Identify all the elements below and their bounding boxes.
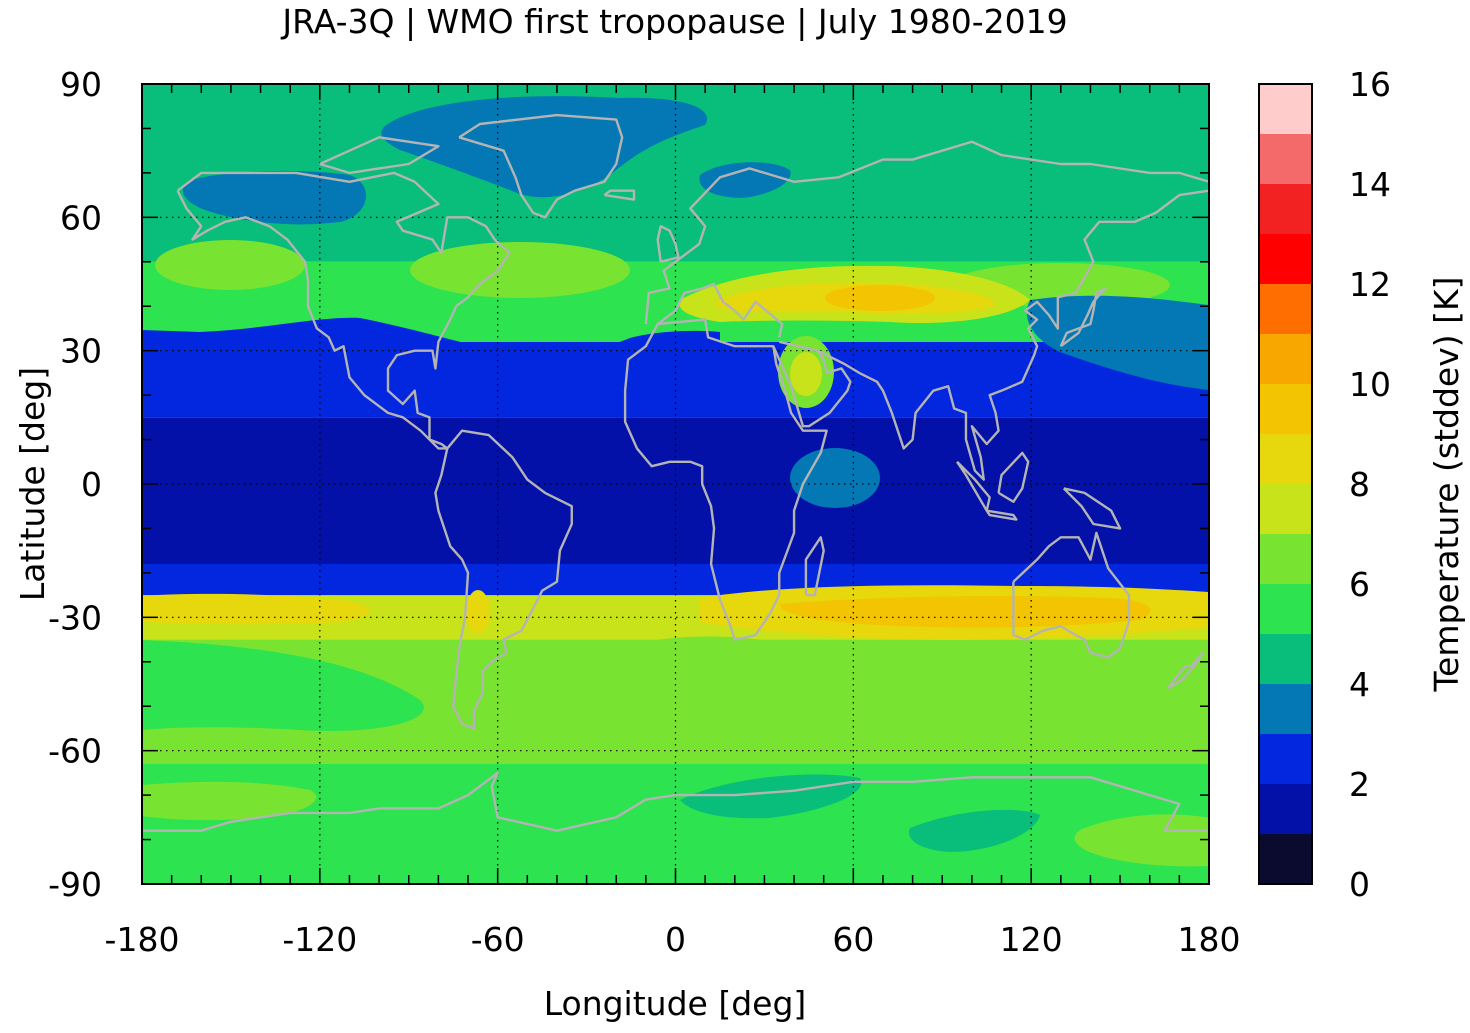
colorbar-tick-label: 8 [1349, 465, 1370, 504]
colorbar-swatch [1259, 634, 1312, 684]
northwest-pacific-low [1026, 295, 1209, 390]
coast-africa [623, 318, 828, 641]
colorbar-swatch [1259, 184, 1312, 234]
coast-madagascar [804, 536, 825, 597]
coast-eurasia [644, 140, 1209, 325]
coast-java [985, 509, 1018, 521]
colorbar-swatch [1259, 284, 1312, 334]
antarctic-minimum-west [680, 774, 862, 819]
plot-frame [141, 83, 1210, 885]
coast-iceland [603, 189, 636, 201]
coast-south-america [434, 429, 573, 730]
colorbar-tick-label: 6 [1349, 565, 1370, 604]
coast-greenland [458, 113, 624, 219]
x-tick-label: 0 [665, 920, 686, 959]
axis-ticks [142, 84, 1209, 884]
coast-australia [1012, 531, 1131, 659]
coast-arctic-islands [319, 136, 440, 175]
coast-new-guinea [1062, 487, 1122, 530]
x-tick-label: 180 [1178, 920, 1241, 959]
colorbar-tick-label: 12 [1349, 265, 1391, 304]
y-tick-label: 90 [60, 65, 102, 104]
x-tick-label: -60 [471, 920, 525, 959]
coast-japan [1059, 287, 1107, 348]
antarctic-pacific-high [142, 781, 317, 821]
colorbar-swatch [1259, 584, 1312, 634]
y-tick-label: 30 [60, 332, 102, 371]
colorbar-tick-label: 14 [1349, 165, 1391, 204]
x-tick-labels: -180 -120 -60 0 60 120 180 [105, 920, 1241, 959]
arabia-core [790, 352, 822, 396]
colorbar [1259, 84, 1312, 884]
coast-north-america [176, 171, 511, 450]
colorbar-label: Temperature (stddev) [K] [1427, 276, 1466, 692]
colorbar-tick-label: 0 [1349, 865, 1370, 904]
x-tick-label: 60 [832, 920, 874, 959]
x-tick-label: 120 [1000, 920, 1063, 959]
colorbar-swatch [1259, 784, 1312, 834]
coast-arabia [772, 340, 852, 428]
y-tick-label: -30 [48, 598, 102, 637]
y-axis-label: Latitude [deg] [13, 367, 52, 601]
colorbar-frame [1258, 83, 1313, 885]
coastlines [142, 113, 1209, 832]
andes-maximum [466, 590, 490, 634]
colorbar-tick-label: 2 [1349, 765, 1370, 804]
grid-lines [142, 84, 1209, 884]
colorbar-swatch [1259, 134, 1312, 184]
south-pacific-band [142, 640, 424, 731]
nh-subtropical-low [142, 317, 720, 398]
colorbar-swatch [1259, 384, 1312, 434]
field-band [142, 417, 1209, 564]
north-atlantic-high [410, 242, 630, 298]
y-tick-label: -90 [48, 865, 102, 904]
antarctic-minimum-east [909, 809, 1040, 852]
colorbar-tick-label: 16 [1349, 65, 1391, 104]
coast-borneo [997, 451, 1030, 503]
coast-europe-south [656, 282, 784, 338]
indian-ocean-minimum [790, 448, 880, 508]
y-tick-label: 0 [81, 465, 102, 504]
north-pacific-high [155, 240, 305, 290]
sh-jet-core [780, 596, 1150, 628]
coast-antarctica [142, 771, 1209, 832]
sh-jet-pacific [142, 593, 370, 625]
x-axis-label: Longitude [deg] [544, 984, 807, 1023]
y-tick-label: 60 [60, 198, 102, 237]
colorbar-swatch [1259, 234, 1312, 284]
y-tick-label: -60 [48, 732, 102, 771]
antarctic-ross-high [1074, 814, 1209, 867]
asian-jet-core [825, 285, 935, 311]
chart-title: JRA-3Q | WMO first tropopause | July 198… [280, 2, 1067, 41]
coast-uk [656, 225, 680, 263]
x-tick-label: -180 [105, 920, 180, 959]
colorbar-swatch [1259, 834, 1312, 884]
x-tick-label: -120 [282, 920, 357, 959]
colorbar-swatch [1259, 84, 1312, 134]
greenland-minimum [381, 96, 708, 198]
colorbar-swatch [1259, 534, 1312, 584]
colorbar-swatch [1259, 334, 1312, 384]
colorbar-swatch [1259, 484, 1312, 534]
field-band [142, 764, 1209, 884]
colorbar-swatch [1259, 434, 1312, 484]
coast-south-asia [817, 189, 1209, 481]
colorbar-tick-labels: 0 2 4 6 8 10 12 14 16 [1349, 65, 1391, 904]
south-indian-high [548, 636, 1209, 741]
coast-indonesia [956, 460, 991, 512]
colorbar-tick-label: 10 [1349, 365, 1391, 404]
colorbar-swatch [1259, 684, 1312, 734]
coast-new-zealand [1166, 651, 1205, 690]
scandinavia-minimum [699, 162, 791, 198]
colorbar-tick-label: 4 [1349, 665, 1370, 704]
y-tick-labels: 90 60 30 0 -30 -60 -90 [48, 65, 102, 904]
colorbar-swatch [1259, 734, 1312, 784]
